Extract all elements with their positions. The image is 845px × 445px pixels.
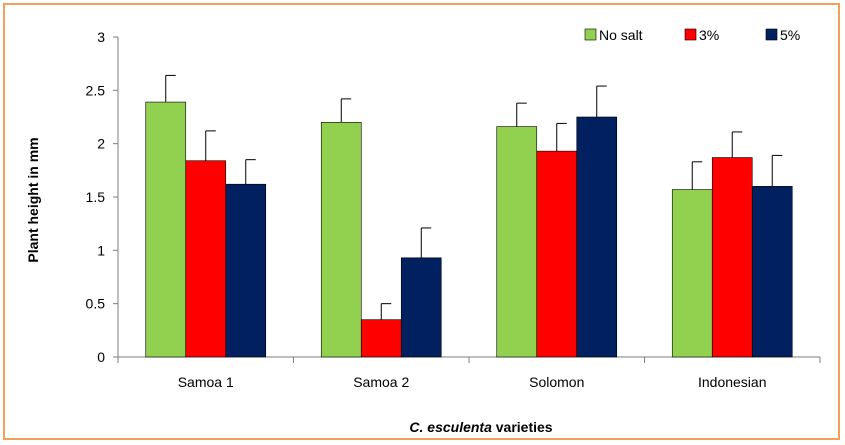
y-axis-title: Plant height in mm <box>25 137 41 262</box>
x-tick-label: Solomon <box>529 374 584 390</box>
legend-swatch <box>684 28 697 41</box>
y-tick-label: 0 <box>97 349 105 365</box>
y-tick-label: 3 <box>97 29 105 45</box>
legend-label: 3% <box>699 27 719 43</box>
x-tick-label: Indonesian <box>698 374 767 390</box>
legend: No salt 3% 5% <box>584 27 800 43</box>
legend-label: No salt <box>599 27 643 43</box>
x-tick-label: Samoa 1 <box>178 374 234 390</box>
bar <box>496 126 538 358</box>
bar <box>711 157 753 358</box>
bar <box>400 257 442 358</box>
bar <box>145 101 187 358</box>
bar <box>185 160 227 358</box>
y-tick-label: 1 <box>97 242 105 258</box>
bar <box>671 189 713 358</box>
y-tick-label: 1.5 <box>86 189 106 205</box>
x-tick-label: Samoa 2 <box>353 374 409 390</box>
bar <box>576 116 618 358</box>
legend-label: 5% <box>780 27 800 43</box>
bar <box>225 183 267 358</box>
x-axis-title: C. esculenta varieties <box>409 419 552 435</box>
bar <box>360 319 402 358</box>
y-tick-label: 2 <box>97 136 105 152</box>
x-axis: Samoa 1 Samoa 2 Solomon Indonesian <box>117 356 821 390</box>
bar <box>320 122 362 358</box>
x-axis-title-rest: varieties <box>492 419 553 435</box>
y-tick-label: 2.5 <box>86 82 106 98</box>
y-tick-label: 0.5 <box>86 296 106 312</box>
bar <box>536 150 578 358</box>
x-axis-title-italic: C. esculenta <box>409 419 492 435</box>
bar <box>751 186 793 358</box>
bars <box>145 74 793 358</box>
y-axis: 0 0.5 1 1.5 2 2.5 3 <box>86 29 119 365</box>
legend-swatch <box>584 28 597 41</box>
legend-swatch <box>765 28 778 41</box>
